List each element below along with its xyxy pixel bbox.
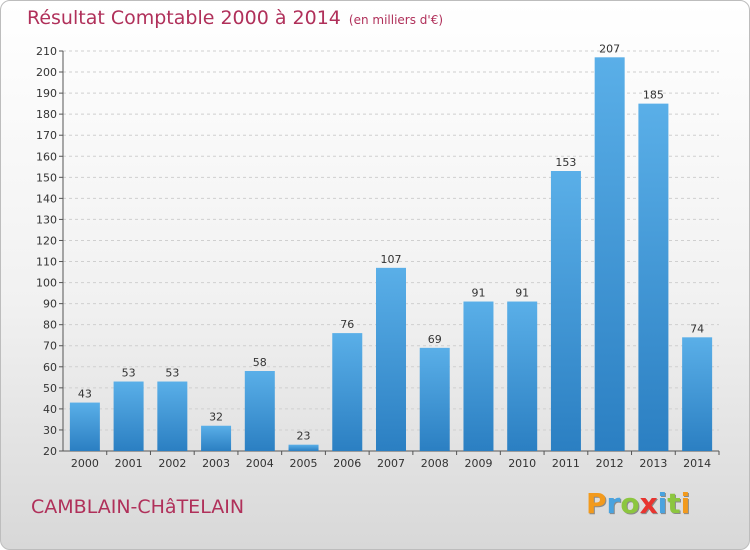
- bar-2012: [594, 57, 625, 451]
- bar-2004: [244, 371, 275, 451]
- logo-letter: t: [667, 487, 681, 520]
- logo-letter: i: [657, 487, 668, 520]
- bar-2008: [419, 347, 450, 451]
- bar-value-label: 185: [643, 89, 664, 102]
- y-tick-label: 130: [36, 213, 57, 226]
- chart-title-text: Résultat Comptable 2000 à 2014: [27, 7, 341, 29]
- bar-value-label: 76: [340, 318, 354, 331]
- x-tick-label: 2001: [115, 457, 143, 470]
- bar-2001: [113, 381, 144, 451]
- y-tick-label: 160: [36, 150, 57, 163]
- bar-value-label: 53: [122, 367, 136, 380]
- y-tick-label: 140: [36, 192, 57, 205]
- bar-2010: [507, 301, 538, 451]
- y-tick-label: 200: [36, 66, 57, 79]
- x-tick-label: 2002: [158, 457, 186, 470]
- bar-value-label: 69: [428, 333, 442, 346]
- x-tick-label: 2006: [333, 457, 361, 470]
- logo-letter: o: [620, 487, 640, 520]
- x-tick-label: 2014: [683, 457, 711, 470]
- chart-unit: (en milliers d'€): [348, 13, 444, 27]
- bar-value-label: 153: [555, 156, 576, 169]
- commune-name: CAMBLAIN-CHâTELAIN: [31, 496, 245, 518]
- bar-value-label: 58: [253, 356, 267, 369]
- x-tick-label: 2007: [377, 457, 405, 470]
- logo-letter: r: [606, 487, 621, 520]
- y-tick-label: 60: [43, 361, 57, 374]
- bar-2009: [463, 301, 494, 451]
- x-tick-label: 2000: [71, 457, 99, 470]
- y-tick-label: 120: [36, 234, 57, 247]
- x-tick-label: 2012: [596, 457, 624, 470]
- bar-2002: [157, 381, 188, 451]
- bar-value-label: 53: [165, 367, 179, 380]
- y-tick-label: 190: [36, 87, 57, 100]
- y-tick-label: 210: [36, 45, 57, 58]
- y-tick-label: 40: [43, 403, 57, 416]
- bar-2000: [69, 402, 100, 451]
- x-tick-label: 2011: [552, 457, 580, 470]
- x-tick-label: 2013: [639, 457, 667, 470]
- chart-title: Résultat Comptable 2000 à 2014 (en millie…: [27, 7, 443, 29]
- x-tick-label: 2005: [290, 457, 318, 470]
- bar-value-label: 91: [471, 287, 485, 300]
- bar-value-label: 107: [381, 253, 402, 266]
- y-tick-label: 50: [43, 382, 57, 395]
- y-tick-label: 70: [43, 340, 57, 353]
- y-tick-label: 180: [36, 108, 57, 121]
- bar-value-label: 32: [209, 411, 223, 424]
- bar-2007: [376, 267, 406, 451]
- bar-value-label: 91: [515, 287, 529, 300]
- logo-letter: i: [680, 487, 691, 520]
- bar-2005: [288, 444, 319, 451]
- y-tick-label: 20: [43, 445, 57, 458]
- x-tick-label: 2010: [508, 457, 536, 470]
- y-tick-label: 30: [43, 424, 57, 437]
- y-tick-label: 100: [36, 277, 57, 290]
- x-tick-label: 2008: [421, 457, 449, 470]
- y-tick-label: 170: [36, 129, 57, 142]
- proxiti-logo: Proxiti: [586, 487, 690, 520]
- y-tick-label: 110: [36, 256, 57, 269]
- bar-2011: [550, 171, 581, 451]
- y-tick-label: 150: [36, 171, 57, 184]
- y-tick-label: 90: [43, 298, 57, 311]
- x-tick-label: 2003: [202, 457, 230, 470]
- bar-2013: [638, 103, 669, 451]
- bar-2014: [682, 337, 713, 451]
- x-tick-label: 2004: [246, 457, 274, 470]
- bar-value-label: 207: [599, 42, 620, 55]
- y-tick-label: 80: [43, 319, 57, 332]
- logo-letter: x: [639, 487, 658, 520]
- bar-2006: [332, 333, 363, 451]
- bar-2003: [201, 425, 232, 451]
- bar-value-label: 74: [690, 322, 704, 335]
- bar-value-label: 23: [297, 430, 311, 443]
- bar-value-label: 43: [78, 388, 92, 401]
- logo-letter: P: [586, 487, 607, 520]
- x-tick-label: 2009: [464, 457, 492, 470]
